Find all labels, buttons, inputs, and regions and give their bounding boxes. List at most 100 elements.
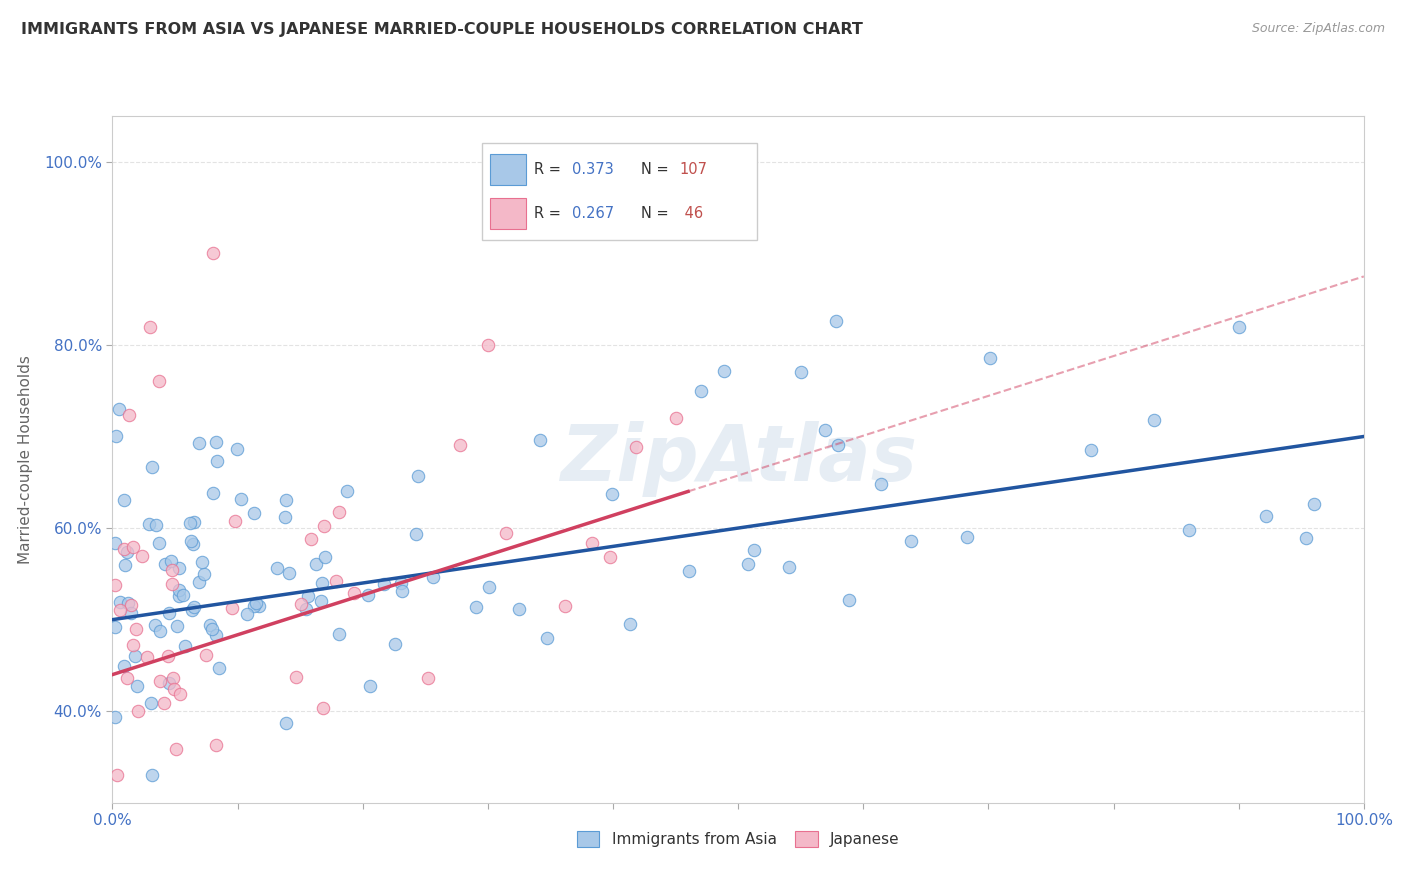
Point <box>204 738 226 752</box>
Point <box>277 566 299 581</box>
Point <box>149 624 172 638</box>
Point <box>664 411 686 425</box>
Point <box>554 599 576 614</box>
Point <box>200 618 222 632</box>
Point <box>115 545 138 559</box>
Point <box>157 676 180 690</box>
Point <box>138 517 160 532</box>
Point <box>1302 497 1324 511</box>
Point <box>373 577 395 591</box>
Point <box>742 543 765 558</box>
Point <box>305 557 328 571</box>
Point <box>117 596 139 610</box>
Point <box>190 554 212 568</box>
Point <box>231 492 253 507</box>
Point <box>127 679 149 693</box>
Point <box>160 553 183 567</box>
Point <box>112 541 135 556</box>
Point <box>112 658 135 673</box>
Legend: Immigrants from Asia, Japanese: Immigrants from Asia, Japanese <box>571 825 905 854</box>
Point <box>120 607 142 621</box>
Point <box>117 671 139 685</box>
Point <box>602 486 624 500</box>
Point <box>343 586 366 600</box>
Point <box>236 607 259 622</box>
Point <box>336 484 359 499</box>
Point <box>384 637 406 651</box>
Point <box>1080 442 1102 457</box>
Point <box>416 671 439 685</box>
Point <box>205 435 228 450</box>
Point <box>104 620 127 634</box>
Point <box>599 550 621 565</box>
Point <box>153 557 176 571</box>
Point <box>312 518 335 533</box>
Point <box>180 533 202 548</box>
Point <box>508 601 530 615</box>
Point <box>449 438 471 452</box>
Point <box>495 526 517 541</box>
Point <box>325 574 347 588</box>
Point <box>311 594 333 608</box>
Y-axis label: Married-couple Households: Married-couple Households <box>18 355 32 564</box>
Point <box>172 588 194 602</box>
Point <box>107 402 129 417</box>
Point <box>1295 531 1317 545</box>
Point <box>624 440 647 454</box>
Point <box>162 577 184 591</box>
Point <box>104 428 127 442</box>
Text: ZipAtlas: ZipAtlas <box>560 421 917 498</box>
Point <box>110 603 132 617</box>
Point <box>120 599 142 613</box>
Point <box>104 710 127 724</box>
Point <box>389 575 412 590</box>
Point <box>224 514 246 528</box>
Point <box>221 601 243 615</box>
Point <box>108 595 131 609</box>
Point <box>243 599 266 613</box>
Point <box>290 598 312 612</box>
Point <box>814 424 837 438</box>
Point <box>195 648 218 662</box>
Point <box>162 681 184 696</box>
Point <box>143 618 166 632</box>
Point <box>187 574 209 589</box>
Point <box>167 560 190 574</box>
Point <box>359 679 381 693</box>
Point <box>114 558 136 572</box>
Point <box>357 588 380 602</box>
Point <box>955 530 977 544</box>
Point <box>312 701 335 715</box>
Point <box>1143 413 1166 427</box>
Point <box>478 580 501 594</box>
Point <box>529 433 551 447</box>
Point <box>169 583 191 598</box>
Point <box>314 549 336 564</box>
Point <box>225 442 247 457</box>
Point <box>295 602 318 616</box>
Point <box>1227 319 1250 334</box>
Point <box>1254 508 1277 523</box>
Point <box>139 696 162 710</box>
Point <box>422 570 444 584</box>
Point <box>193 566 215 581</box>
Point <box>112 493 135 508</box>
Point <box>247 599 270 614</box>
Point <box>790 365 813 379</box>
Point <box>127 705 149 719</box>
Point <box>900 534 922 549</box>
Point <box>181 537 204 551</box>
Point <box>205 627 228 641</box>
Point <box>297 589 319 603</box>
Point <box>148 536 170 550</box>
Point <box>156 649 179 664</box>
Point <box>179 516 201 530</box>
Point <box>124 649 146 664</box>
Point <box>202 486 225 500</box>
Point <box>162 563 184 577</box>
Point <box>1178 523 1201 537</box>
Point <box>165 742 187 756</box>
Point <box>149 673 172 688</box>
Point <box>405 527 427 541</box>
Point <box>311 575 333 590</box>
